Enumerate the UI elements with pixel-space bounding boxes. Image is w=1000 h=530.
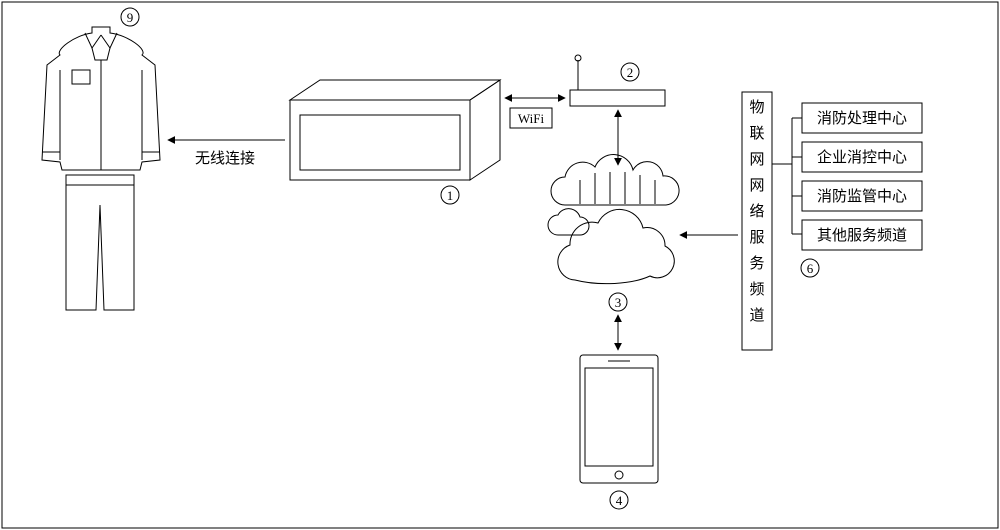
callout-6-label: 6 [807, 261, 814, 276]
callout-4-label: 4 [616, 493, 623, 508]
callout-2-label: 2 [627, 65, 634, 80]
callout-1: 1 [441, 186, 459, 204]
callout-3-label: 3 [615, 295, 622, 310]
cloud-node [548, 155, 679, 284]
edge-device-router: WiFi [505, 98, 565, 128]
iot-channel-node: 物联网网络服务频道 [742, 92, 772, 350]
callout-2: 2 [621, 63, 639, 81]
wifi-label: WiFi [518, 111, 545, 126]
callout-9-label: 9 [127, 10, 134, 25]
router-node [570, 55, 665, 106]
callout-1-label: 1 [447, 188, 454, 203]
callout-4: 4 [610, 491, 628, 509]
svc2-label: 企业消控中心 [817, 148, 907, 166]
svc3-label: 消防监管中心 [817, 188, 907, 205]
phone-node [580, 355, 658, 483]
callout-3: 3 [609, 293, 627, 311]
service-boxes: 消防处理中心 企业消控中心 消防监管中心 其他服务频道 [772, 103, 922, 250]
device-node [290, 80, 500, 180]
wireless-label: 无线连接 [195, 150, 255, 167]
callout-9: 9 [121, 8, 139, 26]
suit-node [42, 27, 160, 310]
iot-channel-label: 物联网网络服务频道 [749, 99, 764, 324]
callout-6: 6 [801, 259, 819, 277]
svc4-label: 其他服务频道 [817, 227, 907, 244]
svc1-label: 消防处理中心 [817, 110, 907, 127]
